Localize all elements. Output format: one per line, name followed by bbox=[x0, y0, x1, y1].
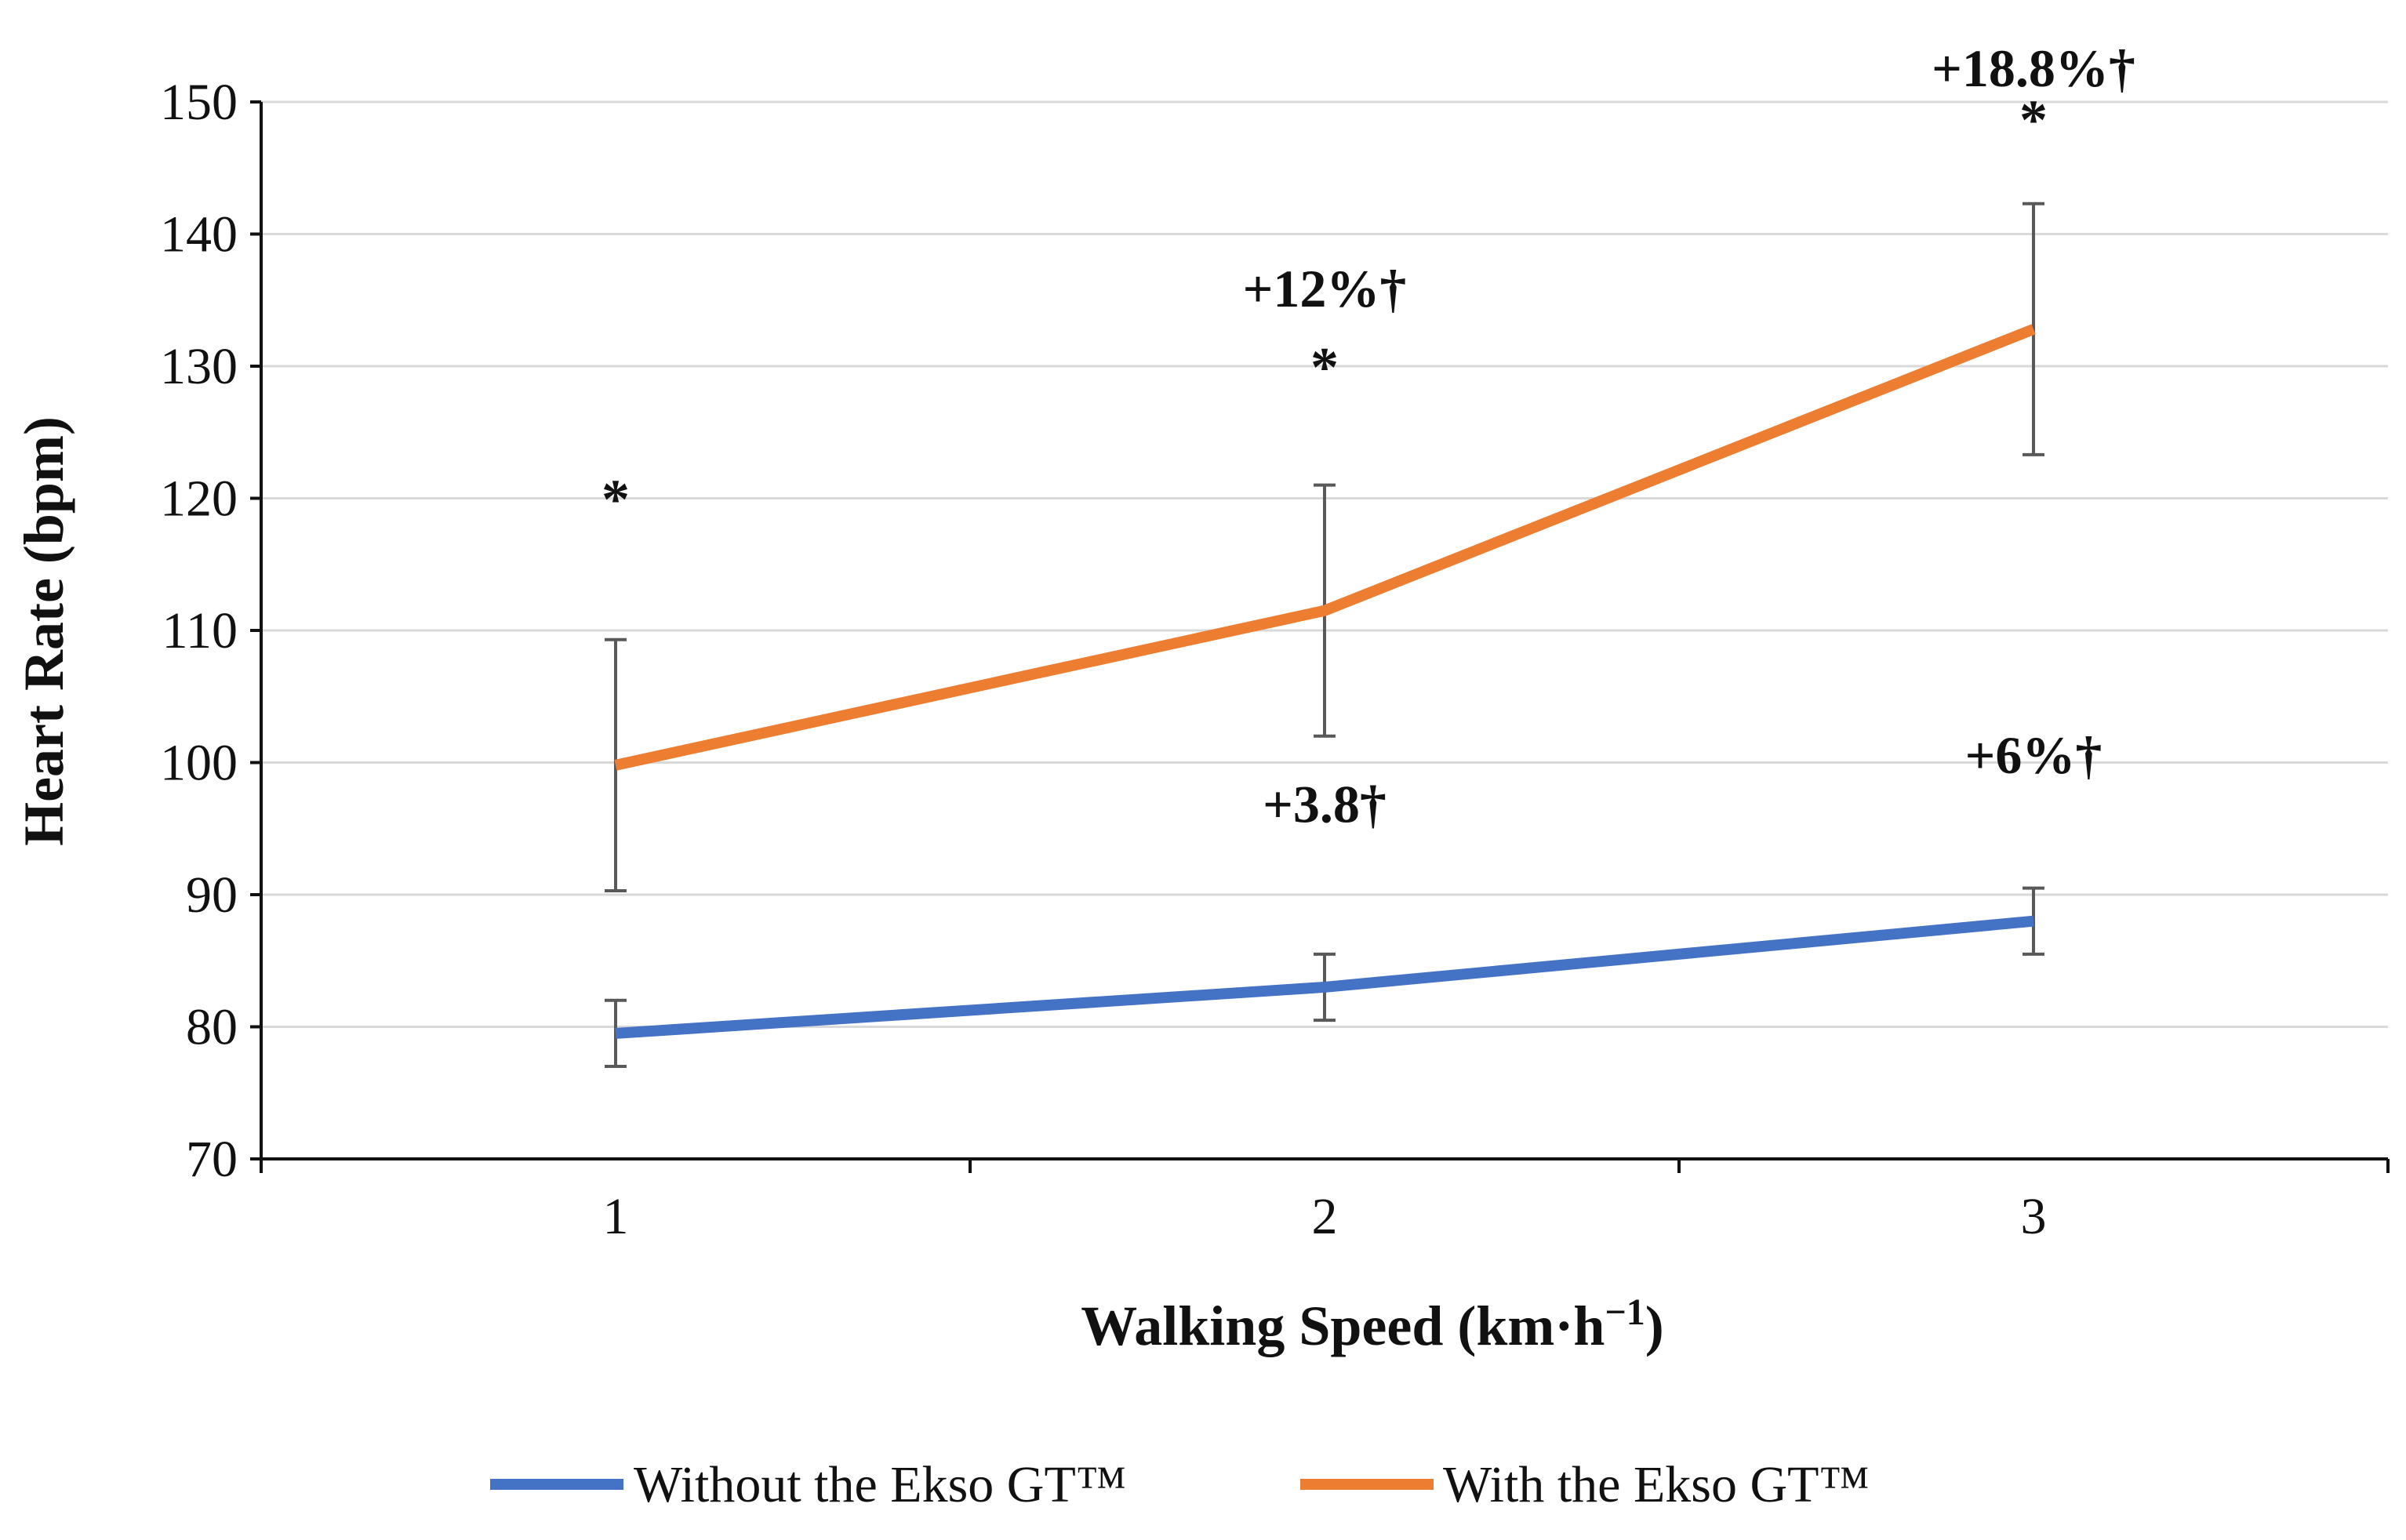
y-tick-label-120: 120 bbox=[160, 470, 238, 528]
annotation-label-3: +12%† bbox=[1243, 259, 1407, 318]
y-tick-label-100: 100 bbox=[160, 735, 238, 792]
axes bbox=[250, 100, 2390, 1173]
series-group bbox=[605, 202, 2044, 1069]
y-axis-title: Heart Rate (bpm) bbox=[13, 416, 75, 846]
x-axis-title: Walking Speed (km·h−1) bbox=[1081, 1291, 1664, 1358]
series-line-1 bbox=[614, 324, 2036, 771]
y-tick-label-150: 150 bbox=[160, 74, 238, 131]
legend: Without the Ekso GT™ With the Ekso GT™ bbox=[490, 1456, 1870, 1513]
significance-star-1: * bbox=[1310, 336, 1339, 398]
x-tick-label-1: 1 bbox=[603, 1188, 629, 1245]
x-tick-labels: 1 2 3 bbox=[603, 1188, 2047, 1245]
y-tick-label-110: 110 bbox=[162, 602, 238, 659]
x-tick-label-3: 3 bbox=[2021, 1188, 2047, 1245]
y-tick-label-80: 80 bbox=[186, 999, 238, 1056]
annotation-label-4: +18.8%† bbox=[1932, 38, 2135, 98]
annotations: * * * +12%† +18.8%† +3.8† +6%† bbox=[602, 38, 2135, 834]
x-tick-label-2: 2 bbox=[1312, 1188, 1338, 1245]
significance-star-0: * bbox=[602, 468, 630, 531]
significance-star-2: * bbox=[2019, 89, 2048, 151]
y-tick-labels: 70 80 90 100 110 120 130 140 150 bbox=[160, 74, 238, 1188]
annotation-label-6: +6%† bbox=[1965, 725, 2103, 785]
y-tick-label-130: 130 bbox=[160, 338, 238, 395]
annotation-label-5: +3.8† bbox=[1263, 774, 1387, 834]
series-line-0 bbox=[615, 915, 2034, 1039]
y-tick-label-140: 140 bbox=[160, 206, 238, 263]
y-tick-label-70: 70 bbox=[186, 1131, 238, 1188]
legend-label-without: Without the Ekso GT™ bbox=[634, 1456, 1126, 1513]
legend-label-with: With the Ekso GT™ bbox=[1443, 1456, 1870, 1513]
y-tick-label-90: 90 bbox=[186, 866, 238, 924]
